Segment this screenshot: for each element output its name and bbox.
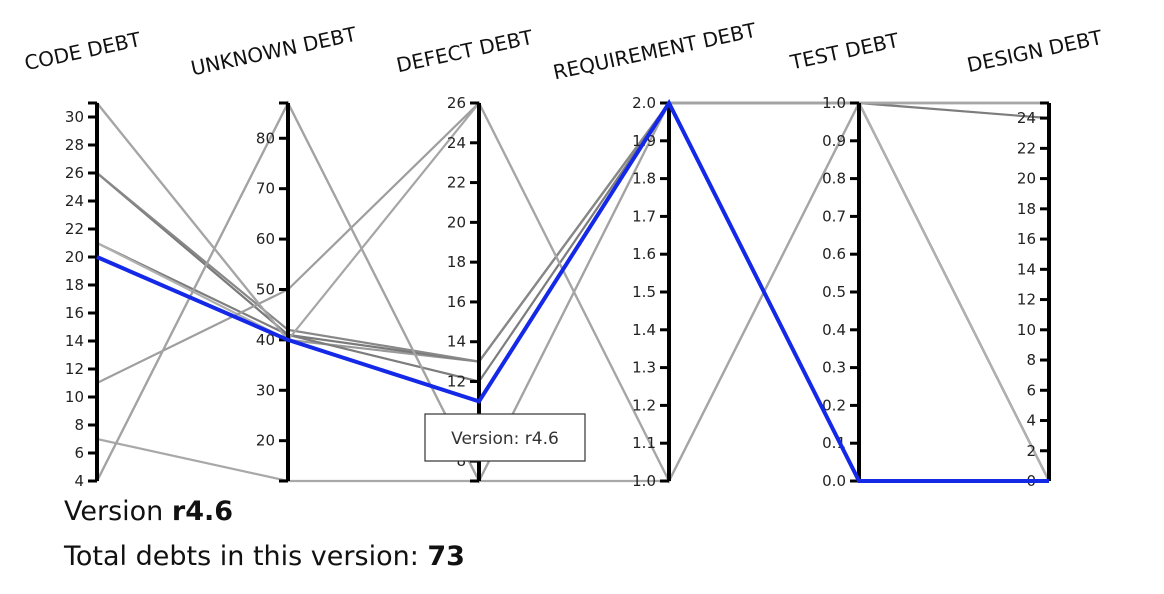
tick-label: 20 [1017,170,1036,188]
tick-label: 22 [65,220,84,238]
tick-label: 1.1 [632,434,656,452]
tick-label: 30 [65,108,84,126]
tick-label: 18 [447,253,466,271]
tick-label: 0.4 [822,321,846,339]
tick-label: 20 [65,248,84,266]
version-value: r4.6 [171,496,234,527]
tick-label: 4 [74,472,84,490]
tick-label: 24 [65,192,84,210]
tick-label: 16 [1017,230,1036,248]
tick-label: 2 [1026,442,1036,460]
tick-label: 1.5 [632,283,656,301]
axis-title: DESIGN DEBT [965,25,1105,77]
axis-title: DEFECT DEBT [394,25,535,77]
tick-label: 60 [256,230,275,248]
tooltip-text: Version: r4.6 [451,429,559,449]
tick-label: 1.2 [632,396,656,414]
tick-label: 26 [447,94,466,112]
tick-label: 12 [1017,291,1036,309]
tick-label: 6 [1026,381,1036,399]
tick-label: 1.0 [632,472,656,490]
tick-label: 8 [74,416,84,434]
tick-label: 0.7 [822,207,846,225]
tick-label: 20 [447,213,466,231]
tick-label: 14 [65,332,84,350]
tick-label: 1.0 [822,94,846,112]
data-line-4[interactable] [96,101,1050,383]
highlighted-line[interactable] [96,98,1049,483]
tick-label: 0.5 [822,283,846,301]
tick-label: 14 [1017,260,1036,278]
tooltip-box [424,413,586,462]
tick-label: 20 [256,432,275,450]
tick-label: 2.0 [632,94,656,112]
tick-label: 28 [65,136,84,154]
tick-label: 0.8 [822,170,846,188]
tick-label: 10 [65,388,84,406]
tick-label: 0.9 [822,132,846,150]
tick-label: 12 [65,360,84,378]
tooltip: Version: r4.6 [424,413,586,462]
tick-label: 8 [1026,351,1036,369]
tick-label: 30 [256,381,275,399]
tick-label: 16 [447,293,466,311]
version-label: Version [64,496,172,527]
tick-label: 1.4 [632,321,656,339]
total-value: 73 [427,541,465,572]
tick-label: 1.7 [632,207,656,225]
tick-label: 26 [65,164,84,182]
total-debts-info: Total debts in this version: 73 [64,541,465,572]
tick-label: 0.6 [822,245,846,263]
tick-label: 0.0 [822,472,846,490]
total-label: Total debts in this version: [64,541,428,572]
tick-label: 4 [1026,412,1036,430]
tick-label: 24 [447,134,466,152]
tick-label: 12 [447,373,466,391]
tick-label: 1.3 [632,359,656,377]
tick-label: 50 [256,280,275,298]
tick-label: 0.3 [822,359,846,377]
tick-label: 24 [1017,109,1036,127]
tick-label: 16 [65,304,84,322]
axis-title: UNKNOWN DEBT [189,22,360,81]
axis-title: REQUIREMENT DEBT [551,18,759,85]
tick-label: 80 [256,129,275,147]
axis-title: CODE DEBT [22,27,143,75]
tick-label: 10 [1017,321,1036,339]
tick-label: 1.6 [632,245,656,263]
tick-label: 22 [1017,139,1036,157]
tick-label: 18 [65,276,84,294]
tick-label: 1.8 [632,170,656,188]
tick-label: 6 [74,444,84,462]
tick-label: 22 [447,174,466,192]
axis-title: TEST DEBT [787,28,901,75]
highlighted-line-group [96,98,1049,483]
tick-label: 14 [447,333,466,351]
tick-label: 40 [256,331,275,349]
tick-label: 0.2 [822,396,846,414]
tick-label: 18 [1017,200,1036,218]
data-line-10[interactable] [96,100,1049,484]
version-info: Version r4.6 [64,496,233,527]
tick-label: 70 [256,180,275,198]
